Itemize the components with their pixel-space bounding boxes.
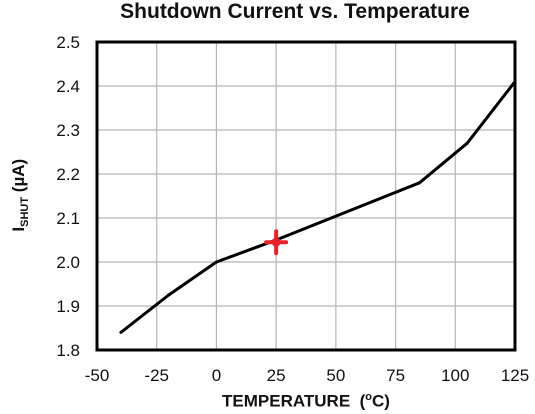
chart-title: Shutdown Current vs. Temperature — [120, 0, 470, 23]
y-tick-label: 1.9 — [56, 297, 80, 316]
y-tick-label: 2.3 — [56, 121, 80, 140]
x-axis-label-unit: C) — [372, 391, 390, 411]
plot-frame — [95, 40, 517, 352]
x-axis-label: TEMPERATURE (oC) — [96, 391, 516, 412]
data-point — [167, 293, 171, 297]
y-tick-label: 1.8 — [56, 341, 80, 360]
cross-marker-center — [271, 237, 281, 247]
x-tick-label: 0 — [212, 366, 221, 385]
y-tick-label: 2.4 — [56, 77, 80, 96]
data-point — [417, 181, 421, 185]
series-lines — [119, 80, 517, 334]
cross-marker — [264, 229, 289, 256]
y-tick-label: 2.1 — [56, 209, 80, 228]
x-axis-label-main: TEMPERATURE ( — [222, 391, 366, 411]
y-tick-label: 2.2 — [56, 165, 80, 184]
data-point — [119, 330, 123, 334]
tick-labels: -50 -25 0 25 50 75 100 125 1.8 1.9 2.0 2.1 2.2 2.3 2.4… — [56, 33, 529, 385]
x-tick-label: 25 — [267, 366, 286, 385]
x-tick-label: 50 — [326, 366, 345, 385]
grid-lines — [97, 42, 515, 350]
data-point — [465, 141, 469, 145]
x-tick-label: 125 — [501, 366, 529, 385]
x-tick-label: -50 — [85, 366, 110, 385]
x-axis-label-sup: o — [365, 391, 373, 403]
y-tick-label: 2.5 — [56, 33, 80, 52]
y-tick-label: 2.0 — [56, 253, 80, 272]
x-tick-label: -25 — [144, 366, 169, 385]
highlight-marker — [264, 229, 289, 256]
data-point — [214, 260, 218, 264]
x-tick-label: 100 — [441, 366, 469, 385]
x-tick-label: 75 — [386, 366, 405, 385]
